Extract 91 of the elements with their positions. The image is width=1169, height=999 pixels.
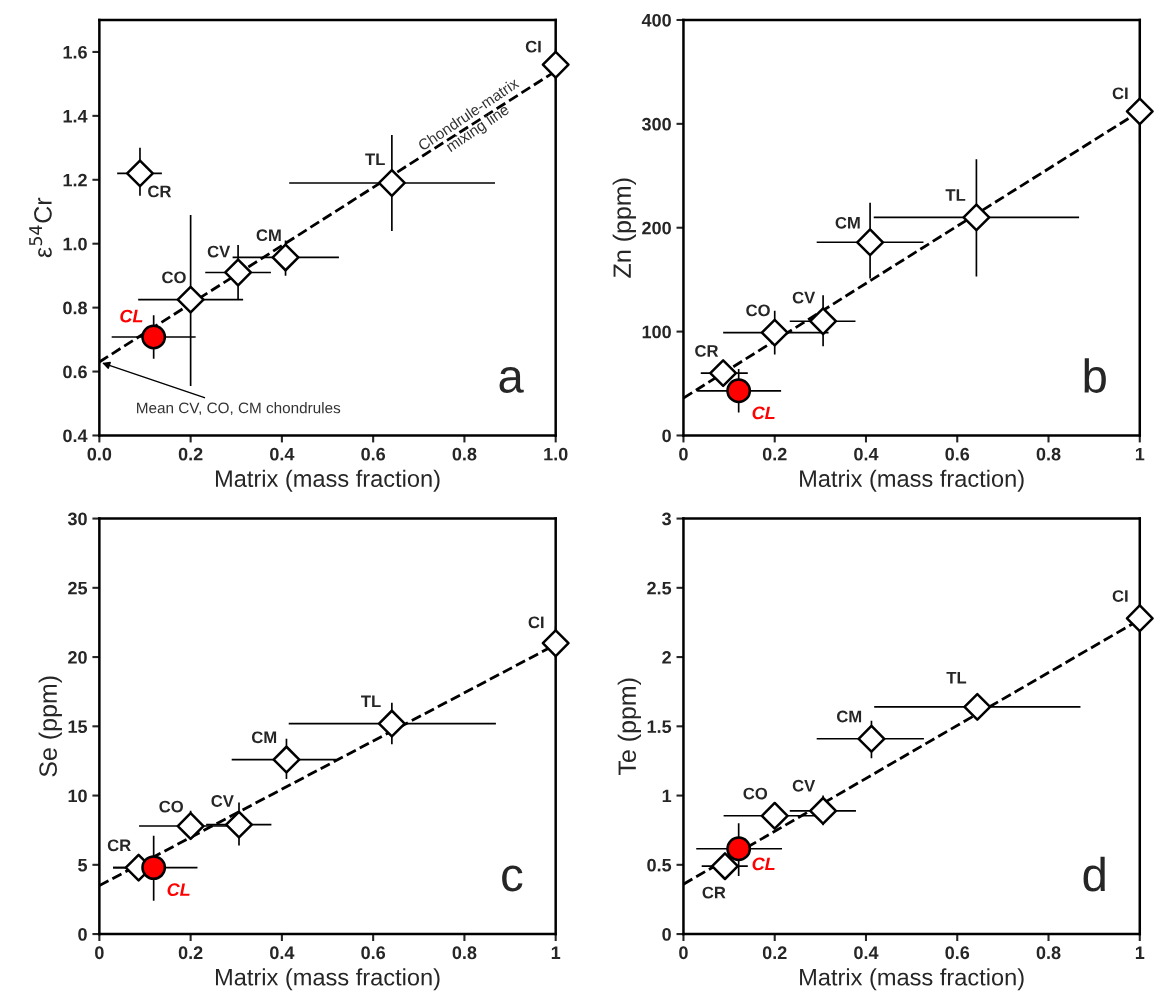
annotation: Mean CV, CO, CM chondrules xyxy=(137,402,341,416)
y-tick-label: 1 xyxy=(662,789,672,803)
x-tick-label: 0.4 xyxy=(854,447,879,461)
x-tick-label: 0.4 xyxy=(270,447,295,461)
y-tick-label: 0.5 xyxy=(647,858,672,872)
y-axis-title: Se (ppm) xyxy=(38,676,62,777)
series-label: CL xyxy=(167,883,190,897)
annotation: CO xyxy=(743,787,768,800)
y-tick-label: 20 xyxy=(68,651,87,664)
x-tick-label: 0 xyxy=(95,946,104,960)
x-tick-label: 0.6 xyxy=(361,946,386,960)
annotation: TL xyxy=(365,153,385,166)
y-tick-label: 100 xyxy=(642,325,671,339)
annotation: CO xyxy=(746,304,770,317)
x-tick-label: 0.6 xyxy=(945,447,970,461)
y-tick-label: 2.5 xyxy=(647,581,672,595)
x-tick-label: 0.2 xyxy=(178,447,203,461)
y-axis-title: Te (ppm) xyxy=(617,678,641,776)
x-tick-label: 0.2 xyxy=(762,946,787,960)
annotation: CR xyxy=(695,344,719,357)
y-tick-label: 300 xyxy=(641,117,671,131)
x-tick-label: 0.4 xyxy=(854,946,879,960)
annotation: TL xyxy=(361,695,381,708)
x-tick-label: 0 xyxy=(679,946,688,960)
annotation: CV xyxy=(792,291,816,304)
annotation: CI xyxy=(1112,590,1128,602)
annotation: b xyxy=(1084,358,1106,393)
x-axis-title: Matrix (mass fraction) xyxy=(215,968,440,991)
annotation: CM xyxy=(251,731,277,744)
y-tick-label: 25 xyxy=(68,581,88,595)
y-tick-label: 15 xyxy=(68,720,88,734)
y-tick-label: 1.6 xyxy=(63,45,87,59)
x-axis-title: Matrix (mass fraction) xyxy=(215,469,440,492)
y-tick-label: 30 xyxy=(67,512,87,526)
y-axis-title: Zn (ppm) xyxy=(612,178,636,278)
y-tick-label: 1.5 xyxy=(647,720,672,734)
y-tick-label: 0.8 xyxy=(63,301,88,315)
x-tick-label: 1 xyxy=(1135,946,1145,959)
y-tick-label: 400 xyxy=(641,13,671,27)
x-tick-label: 0.6 xyxy=(361,447,386,461)
x-tick-label: 0 xyxy=(679,447,688,461)
annotation: CO xyxy=(159,800,183,813)
x-tick-label: 1.0 xyxy=(544,447,568,461)
x-tick-label: 0.2 xyxy=(762,447,787,461)
y-tick-label: 0 xyxy=(78,928,87,941)
y-axis-title: ε$^{54}$Cr xyxy=(29,197,52,258)
annotation: c xyxy=(502,865,523,892)
x-tick-label: 0.8 xyxy=(1036,447,1061,461)
annotation: CR xyxy=(107,839,131,852)
y-tick-label: 200 xyxy=(642,221,671,235)
annotation: CO xyxy=(162,271,186,284)
x-tick-label: 0.6 xyxy=(945,946,970,960)
annotation: CM xyxy=(835,216,860,229)
annotation: CM xyxy=(836,710,862,723)
x-tick-label: 0.0 xyxy=(87,447,112,461)
series-label: CL xyxy=(120,309,143,323)
y-tick-label: 3 xyxy=(662,512,671,526)
x-tick-label: 0.2 xyxy=(178,946,203,960)
x-tick-label: 0.8 xyxy=(452,946,477,960)
y-tick-label: 0.6 xyxy=(63,365,87,379)
x-tick-label: 0.8 xyxy=(452,447,477,461)
y-tick-label: 0 xyxy=(662,429,671,443)
x-axis-title: Matrix (mass fraction) xyxy=(800,469,1024,492)
annotation: CV xyxy=(211,795,234,807)
annotation: CM xyxy=(256,229,281,242)
x-axis-title: Matrix (mass fraction) xyxy=(800,968,1024,991)
annotation: TL xyxy=(946,671,967,684)
y-tick-label: 10 xyxy=(68,789,87,803)
annotation: CR xyxy=(148,185,172,198)
y-tick-label: 0.4 xyxy=(63,429,88,443)
x-tick-label: 1 xyxy=(1135,447,1145,461)
y-tick-label: 2 xyxy=(662,651,671,664)
y-tick-label: 1.4 xyxy=(63,109,88,123)
annotation: CI xyxy=(525,40,541,53)
series-label: CL xyxy=(752,857,775,871)
x-tick-label: 0.8 xyxy=(1036,946,1061,960)
annotation: CV xyxy=(792,779,816,792)
y-tick-label: 1.2 xyxy=(63,173,87,187)
annotation: a xyxy=(499,367,524,393)
annotation: d xyxy=(1083,856,1105,892)
annotation: CV xyxy=(207,245,231,258)
series-label: CL xyxy=(752,406,775,420)
y-tick-label: 1.0 xyxy=(63,237,87,251)
y-tick-label: 5 xyxy=(78,858,88,872)
annotation: CI xyxy=(1112,87,1128,100)
x-tick-label: 0.4 xyxy=(270,946,295,960)
x-tick-label: 1 xyxy=(551,946,561,959)
annotation: CR xyxy=(702,886,726,899)
annotation: CI xyxy=(528,616,544,629)
y-tick-label: 0 xyxy=(662,928,671,941)
annotation: TL xyxy=(945,189,966,201)
